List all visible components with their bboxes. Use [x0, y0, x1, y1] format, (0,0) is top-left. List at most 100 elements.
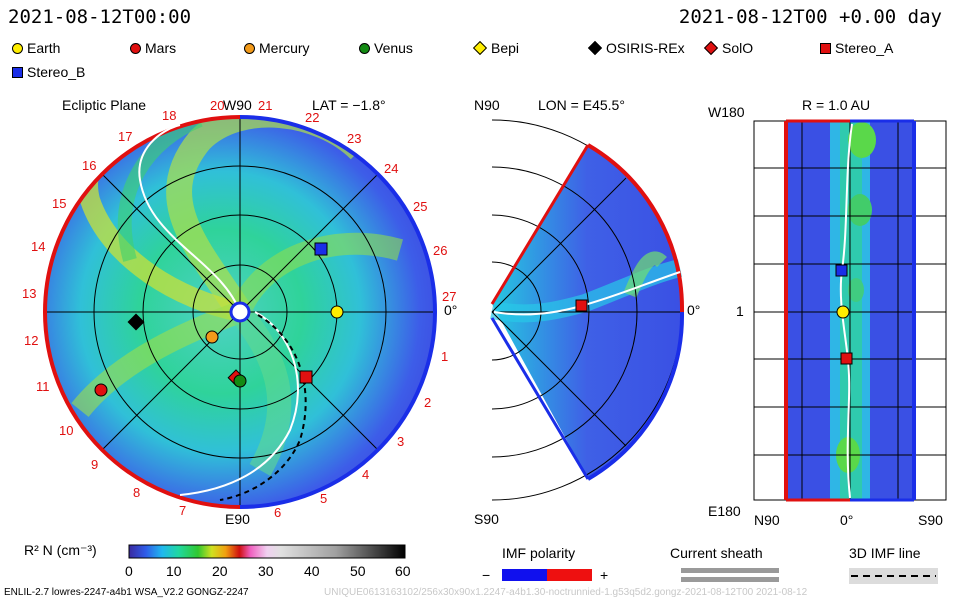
stereo-a-marker-icon: [820, 42, 831, 54]
venus-marker-icon: [359, 42, 370, 54]
ecliptic-zero-label: 0°: [444, 302, 458, 318]
legend-item-mars: Mars: [130, 40, 176, 56]
ecliptic-title: Ecliptic Plane: [62, 97, 147, 113]
imf-positive-swatch: [547, 569, 592, 581]
carrington-tick: 17: [118, 129, 133, 144]
radial-grid: [753, 120, 947, 501]
earth-marker-icon: [12, 42, 23, 54]
legend-item-solo: SolO: [703, 40, 754, 56]
imf-polarity-bar: [502, 569, 592, 581]
meridional-grid: [491, 119, 683, 501]
carrington-tick: 11: [36, 379, 50, 394]
legend-label: Stereo_B: [27, 64, 86, 80]
radial-bottom-label: E180: [708, 503, 741, 519]
carrington-tick: 5: [320, 491, 328, 506]
carrington-tick: 9: [91, 457, 99, 472]
meridional-bottom-label: S90: [474, 511, 499, 527]
colorbar-tick: 20: [212, 563, 228, 579]
carrington-tick: 15: [52, 196, 67, 211]
imf-polarity-title: IMF polarity: [502, 545, 576, 561]
carrington-tick: 8: [133, 485, 141, 500]
carrington-tick: 6: [274, 505, 282, 520]
legend-label: SolO: [722, 40, 754, 56]
radial-r-label: R = 1.0 AU: [802, 97, 871, 113]
meridional-plane-panel: [490, 119, 685, 501]
carrington-tick: 23: [347, 131, 362, 146]
imf-line-swatch: [849, 568, 938, 584]
carrington-tick: 21: [258, 98, 273, 113]
carrington-tick: 22: [305, 110, 320, 125]
carrington-tick: 14: [31, 239, 46, 254]
carrington-tick: 7: [179, 503, 187, 518]
legend-label: Earth: [27, 40, 61, 56]
carrington-tick: 26: [433, 243, 448, 258]
radial-top-label: W180: [708, 104, 745, 120]
carrington-tick: 3: [397, 434, 405, 449]
legend-item-venus: Venus: [359, 40, 413, 56]
datetime-left: 2021-08-12T00:00: [8, 6, 192, 28]
carrington-tick: 10: [59, 423, 74, 438]
carrington-tick: 18: [162, 108, 177, 123]
radial-mid-label: 1: [736, 303, 744, 319]
current-sheath-swatch: [681, 568, 779, 582]
earth-marker: [330, 305, 344, 319]
imf-polarity-minus: −: [482, 567, 491, 583]
current-sheath-title: Current sheath: [670, 545, 763, 561]
colorbar-tick: 60: [395, 563, 411, 579]
legend-item-stereo-b: Stereo_B: [12, 64, 85, 80]
mars-marker-icon: [130, 42, 141, 54]
mercury-marker: [205, 330, 219, 344]
footer-run-id: UNIQUE0613163102/256x30x90x1.2247-a4b1.3…: [324, 587, 808, 598]
stereo-b-marker-icon: [12, 66, 23, 78]
meridional-top-label: N90: [474, 97, 500, 113]
imf-negative-swatch: [502, 569, 547, 581]
colorbar-tick: 40: [304, 563, 320, 579]
ecliptic-top-label: W90: [223, 97, 252, 113]
colorbar-tick: 50: [350, 563, 366, 579]
density-colorbar: [128, 544, 406, 559]
imf-line-stereo-a-dashed: [219, 314, 307, 501]
osiris-rex-marker: [127, 313, 145, 331]
carrington-tick: 16: [82, 158, 97, 173]
stereo-b-marker: [314, 242, 328, 256]
legend-item-mercury: Mercury: [244, 40, 310, 56]
carrington-tick: 2: [424, 395, 432, 410]
legend-item-bepi: Bepi: [472, 40, 520, 56]
legend-label: OSIRIS-REx: [606, 40, 685, 56]
imf-line-title: 3D IMF line: [849, 545, 921, 561]
legend-item-stereo-a: Stereo_A: [820, 40, 893, 56]
carrington-tick: 27: [442, 289, 457, 304]
colorbar-tick: 30: [258, 563, 274, 579]
rim-positive-polarity: [43, 115, 241, 509]
radial-x-label-s90: S90: [918, 512, 943, 528]
meridional-stereo-a-marker: [575, 299, 588, 312]
venus-marker: [233, 374, 247, 388]
sun-inner-boundary: [229, 301, 251, 323]
carrington-tick: 13: [22, 286, 37, 301]
legend-item-osiris-rex: OSIRIS-REx: [587, 40, 685, 56]
radial-x-label-zero: 0°: [840, 512, 854, 528]
legend-label: Bepi: [491, 40, 520, 56]
imf-line-earth: [138, 124, 241, 313]
carrington-tick: 1: [441, 349, 449, 364]
mercury-marker-icon: [244, 42, 255, 54]
radial-x-label-n90: N90: [754, 512, 780, 528]
stereo-a-marker: [299, 370, 313, 384]
rim-negative-polarity: [239, 115, 437, 509]
mars-marker: [94, 383, 108, 397]
colorbar-label: R² N (cm⁻³): [24, 542, 97, 558]
ecliptic-plane-panel: [43, 115, 437, 509]
colorbar-tick: 0: [125, 563, 133, 579]
meridional-lon-label: LON = E45.5°: [538, 97, 625, 113]
legend-label: Mars: [145, 40, 177, 56]
ecliptic-bottom-label: E90: [225, 511, 250, 527]
radial-stereo-b-marker: [835, 264, 848, 277]
legend-label: Venus: [374, 40, 413, 56]
carrington-tick: 12: [24, 333, 39, 348]
imf-polarity-plus: +: [600, 567, 609, 583]
colorbar-gradient: [128, 544, 406, 559]
carrington-tick: 4: [362, 467, 370, 482]
radial-panel: [753, 119, 947, 502]
carrington-tick: 20: [210, 98, 225, 113]
legend-item-earth: Earth: [12, 40, 60, 56]
